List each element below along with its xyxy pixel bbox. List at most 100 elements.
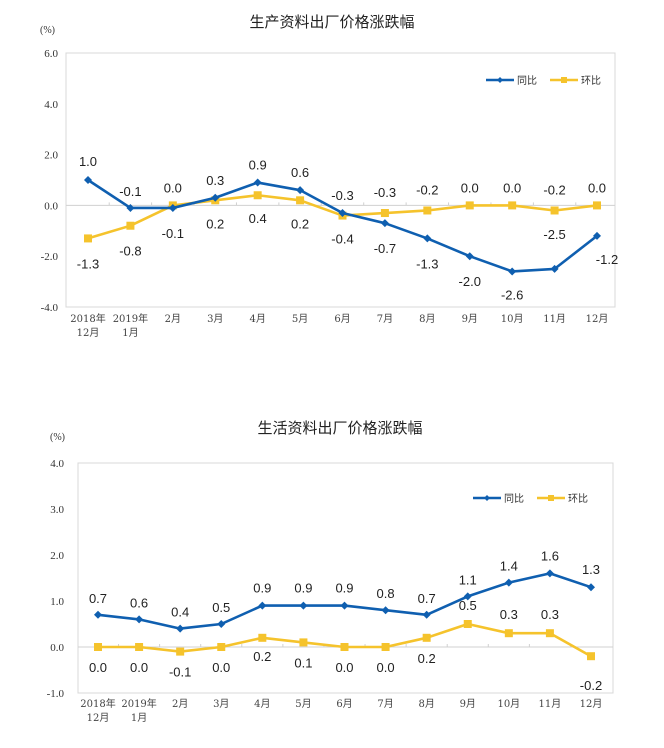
data-label-yoy: -2.5 (543, 227, 565, 242)
data-point-yoy (135, 615, 144, 624)
data-point-yoy (422, 610, 431, 619)
data-point-yoy (168, 203, 177, 212)
chart-title: 生产资料出厂价格涨跌幅 (249, 13, 414, 31)
data-label-mom: 0.0 (212, 660, 230, 675)
x-tick-label: 7月 (377, 313, 393, 325)
legend-label: 环比 (568, 493, 588, 505)
data-label-yoy: 0.8 (377, 586, 395, 601)
y-tick-label: 1.0 (50, 596, 64, 608)
data-point-yoy (217, 620, 226, 628)
y-tick-label: 4.0 (50, 458, 64, 470)
data-point-mom (253, 191, 262, 200)
data-point-mom (84, 234, 92, 243)
data-point-yoy (258, 601, 267, 610)
legend-label: 同比 (504, 493, 524, 505)
data-label-yoy: -0.1 (162, 226, 184, 241)
x-tick-label: 2月 (165, 313, 181, 325)
data-label-yoy: 1.3 (582, 562, 600, 577)
y-tick-label: 4.0 (44, 99, 58, 111)
data-point-mom (126, 221, 135, 230)
data-label-mom: -0.2 (580, 678, 602, 693)
data-label-yoy: -0.7 (374, 241, 396, 256)
data-point-yoy (504, 578, 513, 587)
data-label-mom: -0.2 (416, 182, 438, 197)
data-point-mom (593, 201, 601, 210)
x-tick-label: 8月 (418, 698, 434, 710)
data-label-yoy: 0.3 (206, 173, 224, 188)
data-label-mom: 0.4 (249, 211, 267, 226)
data-point-mom (381, 643, 390, 651)
plot-area (65, 52, 616, 308)
data-point-yoy (176, 624, 185, 633)
x-tick-label: 4月 (249, 313, 265, 325)
y-axis-unit: (%) (50, 432, 65, 443)
y-tick-label: -2.0 (41, 251, 59, 263)
x-tick-label: 2月 (172, 698, 188, 710)
data-label-yoy: -0.3 (331, 188, 353, 203)
x-tick-label: 12月 (87, 712, 110, 724)
y-tick-label: -4.0 (41, 302, 59, 314)
data-point-yoy (296, 186, 305, 195)
x-tick-label: 11月 (543, 313, 566, 325)
data-point-mom (176, 647, 185, 656)
x-tick-label: 9月 (462, 313, 478, 325)
y-axis-unit: (%) (40, 25, 55, 36)
data-point-mom (299, 638, 308, 647)
data-point-yoy (338, 209, 347, 218)
x-tick-label: 10月 (497, 698, 520, 710)
data-point-mom (422, 633, 431, 642)
data-point-yoy (253, 178, 262, 187)
data-point-yoy (94, 610, 102, 619)
data-label-yoy: -0.1 (119, 184, 141, 199)
legend-label: 环比 (581, 75, 601, 87)
x-tick-label: 8月 (419, 313, 435, 325)
y-tick-label: 0.0 (44, 200, 58, 212)
data-point-yoy (587, 583, 595, 592)
x-tick-label: 2019年 (121, 697, 156, 710)
y-tick-label: 0.0 (50, 642, 64, 654)
y-tick-label: 3.0 (50, 504, 64, 516)
data-point-yoy (299, 601, 308, 610)
y-tick-label: -1.0 (47, 688, 65, 700)
data-label-mom: 0.0 (503, 180, 521, 195)
legend-marker (484, 495, 490, 501)
x-tick-label: 1月 (122, 327, 138, 339)
data-point-mom (587, 652, 595, 661)
data-label-yoy: -2.0 (459, 274, 481, 289)
x-tick-label: 3月 (213, 698, 229, 710)
data-label-mom: 0.5 (459, 598, 477, 613)
x-tick-label: 3月 (207, 313, 223, 325)
x-tick-label: 2019年 (113, 312, 148, 325)
x-tick-label: 12月 (586, 313, 609, 325)
data-point-mom (508, 201, 517, 210)
data-label-yoy: 0.4 (171, 605, 189, 620)
data-point-yoy (463, 592, 472, 601)
data-label-mom: 0.0 (130, 660, 148, 675)
data-point-mom (463, 620, 472, 628)
data-point-mom (217, 643, 226, 651)
x-tick-label: 5月 (295, 698, 311, 710)
x-tick-label: 4月 (254, 698, 270, 710)
x-tick-label: 12月 (77, 327, 100, 339)
legend: 同比 环比 (473, 493, 588, 505)
data-label-mom: 0.0 (461, 180, 479, 195)
x-tick-label: 2018年 (80, 697, 115, 710)
data-point-yoy (211, 193, 220, 202)
data-point-yoy (380, 219, 389, 228)
data-label-yoy: -2.6 (501, 287, 523, 302)
x-tick-label: 12月 (580, 698, 603, 710)
x-tick-label: 7月 (377, 698, 393, 710)
data-label-yoy: 1.1 (459, 572, 477, 587)
x-tick-label: 2018年 (70, 312, 105, 325)
data-label-mom: 0.2 (291, 216, 309, 231)
data-point-mom (550, 206, 559, 215)
data-label-mom: -1.3 (77, 256, 99, 271)
x-tick-label: 9月 (460, 698, 476, 710)
data-label-mom: 0.1 (294, 655, 312, 670)
legend: 同比 环比 (486, 75, 601, 87)
chart-consumer-goods: 生活资料出厂价格涨跌幅 (%) 4.0 3.0 2.0 1.0 0.0 -1.0 2018… (47, 419, 614, 724)
data-point-yoy (340, 601, 349, 610)
data-label-mom: -0.3 (374, 185, 396, 200)
x-tick-label: 10月 (501, 313, 524, 325)
x-tick-label: 1月 (131, 712, 147, 724)
